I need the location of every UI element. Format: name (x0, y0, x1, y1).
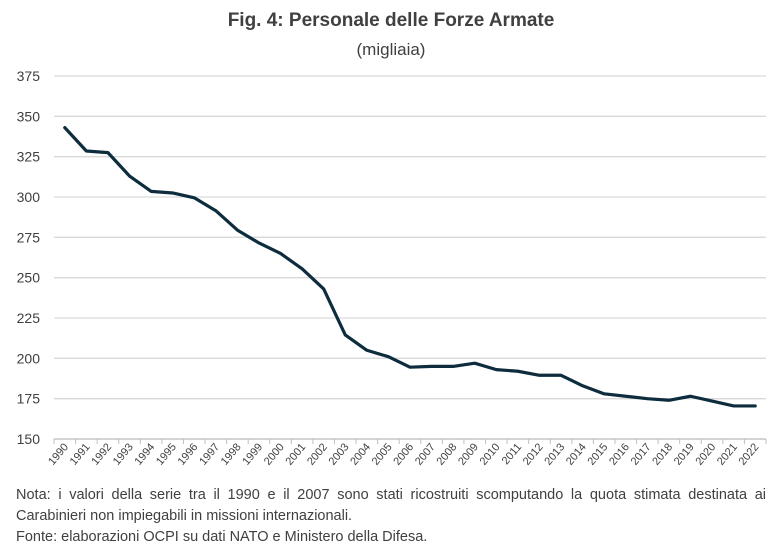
x-tick-label: 2001 (283, 441, 308, 467)
x-tick-label: 1992 (89, 441, 114, 467)
x-tick-label: 1993 (111, 441, 136, 467)
x-tick-label: 2004 (348, 441, 373, 467)
y-tick-label: 325 (17, 149, 41, 165)
y-tick-label: 175 (17, 391, 41, 407)
x-tick-label: 2002 (305, 441, 330, 467)
x-tick-label: 1991 (68, 441, 93, 467)
x-tick-label: 2010 (478, 441, 503, 467)
y-tick-label: 200 (17, 350, 41, 366)
y-tick-label: 225 (17, 310, 41, 326)
x-tick-label: 2011 (500, 441, 524, 467)
x-tick-label: 2019 (672, 441, 697, 467)
x-tick-label: 1994 (132, 441, 157, 467)
line-chart: 1501752002252502753003253503751990199119… (17, 68, 767, 468)
x-tick-label: 2020 (693, 441, 718, 467)
x-tick-label: 2015 (586, 441, 611, 467)
x-tick-label: 1996 (176, 441, 201, 467)
x-tick-label: 2009 (456, 441, 481, 467)
chart-title: Fig. 4: Personale delle Forze Armate (227, 10, 555, 31)
x-tick-label: 2016 (607, 441, 632, 467)
x-tick-label: 2017 (629, 441, 654, 467)
chart-notes: Nota: i valori della serie tra il 1990 e… (16, 485, 766, 548)
x-tick-label: 2022 (737, 441, 762, 467)
y-tick-label: 150 (17, 431, 41, 447)
y-tick-label: 350 (17, 108, 41, 124)
y-tick-label: 250 (17, 270, 41, 286)
x-tick-label: 2000 (262, 441, 287, 467)
x-tick-label: 2013 (542, 441, 567, 467)
y-tick-label: 275 (17, 229, 41, 245)
x-tick-label: 1995 (154, 441, 179, 467)
x-tick-label: 1990 (46, 441, 71, 467)
series-line (63, 126, 757, 408)
x-tick-label: 2006 (391, 441, 416, 467)
x-tick-label: 1999 (240, 441, 265, 467)
x-tick-label: 2005 (370, 441, 395, 467)
x-tick-label: 2007 (413, 441, 438, 467)
x-tick-label: 2003 (327, 441, 352, 467)
x-tick-label: 2014 (564, 441, 589, 467)
note-text: Nota: i valori della serie tra il 1990 e… (16, 487, 766, 524)
source-text: Fonte: elaborazioni OCPI su dati NATO e … (16, 529, 428, 545)
x-tick-label: 2021 (715, 441, 740, 467)
chart-subtitle: (migliaia) (356, 40, 426, 59)
x-tick-label: 2012 (521, 441, 546, 467)
x-tick-label: 1998 (219, 441, 244, 467)
y-tick-label: 375 (17, 68, 41, 84)
x-tick-label: 1997 (197, 441, 222, 467)
x-tick-label: 2008 (435, 441, 460, 467)
y-tick-label: 300 (17, 189, 41, 205)
x-tick-label: 2018 (650, 441, 675, 467)
